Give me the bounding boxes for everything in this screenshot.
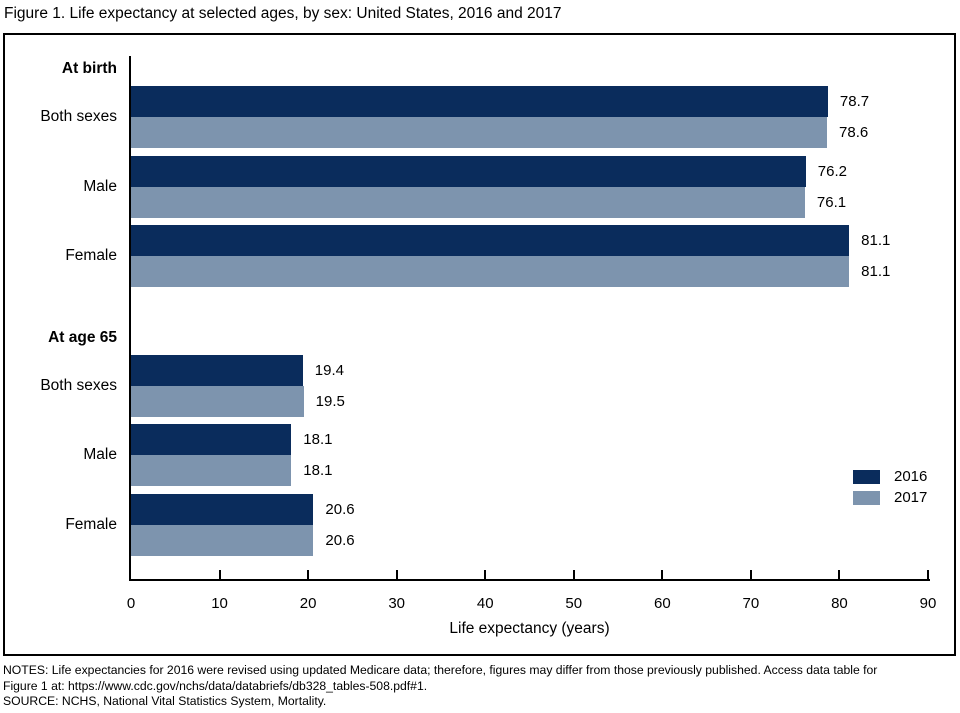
x-tick-label: 80 bbox=[831, 595, 848, 612]
bar-2017 bbox=[131, 117, 828, 148]
legend-swatch-2016 bbox=[853, 469, 880, 484]
bar-value-label: 81.1 bbox=[861, 232, 891, 249]
bar-value-label: 20.6 bbox=[325, 532, 355, 549]
x-tick bbox=[838, 570, 841, 579]
bar-value-label: 19.5 bbox=[315, 393, 345, 410]
bar-value-label: 81.1 bbox=[861, 263, 891, 280]
x-tick-label: 90 bbox=[919, 595, 937, 612]
bar-value-label: 78.7 bbox=[839, 93, 870, 110]
chart-area: At birth Both sexes 78.7 78.6 Male 76.2 76.1 Fe… bbox=[3, 33, 956, 656]
x-tick-label: 20 bbox=[299, 595, 317, 612]
x-tick-label: 60 bbox=[653, 595, 671, 612]
legend-label: 2017 bbox=[894, 489, 928, 506]
group-heading: At age 65 bbox=[48, 329, 117, 346]
x-tick bbox=[218, 570, 221, 579]
bar-2017 bbox=[131, 256, 850, 287]
bar-2016 bbox=[131, 156, 806, 187]
legend-swatch-2017 bbox=[853, 490, 880, 505]
bar-value-label: 76.2 bbox=[817, 163, 847, 180]
category-label: Both sexes bbox=[40, 377, 117, 394]
x-tick bbox=[484, 570, 487, 579]
figure-title: Figure 1. Life expectancy at selected ag… bbox=[4, 5, 562, 22]
bar-value-label: 18.1 bbox=[303, 462, 333, 479]
legend: 2016 2017 bbox=[853, 466, 927, 508]
x-tick bbox=[572, 570, 575, 579]
bar-2016 bbox=[131, 355, 303, 386]
bar-value-label: 19.4 bbox=[314, 362, 344, 379]
x-axis-line bbox=[129, 579, 930, 581]
bar-value-label: 20.6 bbox=[325, 501, 355, 518]
x-tick-label: 40 bbox=[476, 595, 494, 612]
legend-item: 2016 bbox=[853, 466, 927, 487]
x-tick-label: 0 bbox=[126, 595, 136, 612]
bar-value-label: 76.1 bbox=[816, 194, 847, 211]
x-axis-title: Life expectancy (years) bbox=[449, 620, 610, 637]
footnotes: NOTES: Life expectancies for 2016 were r… bbox=[3, 663, 958, 710]
category-label: Female bbox=[65, 516, 117, 533]
legend-item: 2017 bbox=[853, 487, 927, 508]
bar-2016 bbox=[131, 86, 828, 117]
bar-value-label: 78.6 bbox=[839, 124, 869, 141]
bar-2016 bbox=[131, 225, 850, 256]
bar-2017 bbox=[131, 187, 805, 218]
x-tick-label: 50 bbox=[565, 595, 583, 612]
category-label: Both sexes bbox=[40, 108, 117, 125]
x-tick-label: 70 bbox=[742, 595, 760, 612]
group-heading: At birth bbox=[61, 60, 117, 77]
x-tick bbox=[395, 570, 398, 579]
notes-line-2: Figure 1 at: https://www.cdc.gov/nchs/da… bbox=[3, 678, 428, 693]
category-label: Male bbox=[83, 446, 117, 463]
legend-label: 2016 bbox=[894, 468, 928, 485]
bar-2016 bbox=[131, 494, 314, 525]
x-tick bbox=[661, 570, 664, 579]
x-tick bbox=[749, 570, 752, 579]
x-tick-label: 30 bbox=[388, 595, 405, 612]
source-line: SOURCE: NCHS, National Vital Statistics … bbox=[3, 694, 327, 708]
x-tick-label: 10 bbox=[211, 595, 228, 612]
bar-2016 bbox=[131, 424, 292, 455]
category-label: Male bbox=[83, 178, 117, 195]
bar-2017 bbox=[131, 386, 304, 417]
x-tick bbox=[927, 570, 929, 579]
category-label: Female bbox=[65, 247, 117, 264]
notes-line-1: NOTES: Life expectancies for 2016 were r… bbox=[3, 663, 878, 677]
x-tick bbox=[307, 570, 310, 579]
bar-2017 bbox=[131, 525, 314, 556]
bar-2017 bbox=[131, 455, 292, 486]
y-axis-line bbox=[129, 56, 131, 581]
bar-value-label: 18.1 bbox=[303, 431, 333, 448]
